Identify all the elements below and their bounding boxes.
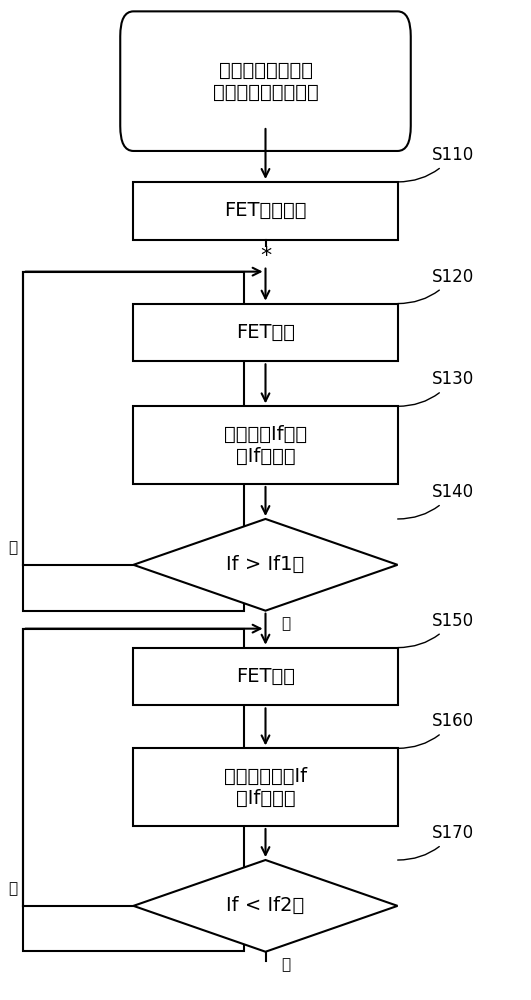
Text: If > If1？: If > If1？: [226, 555, 305, 574]
Bar: [133, 304, 398, 361]
Bar: [22, 629, 244, 951]
FancyBboxPatch shape: [120, 11, 411, 151]
Text: FET导通: FET导通: [236, 323, 295, 342]
Text: S160: S160: [398, 712, 474, 748]
Text: 制动电流控制处理
（驱动开关：断开）: 制动电流控制处理 （驱动开关：断开）: [212, 61, 319, 102]
Polygon shape: [133, 860, 398, 952]
Bar: [133, 648, 398, 705]
Bar: [22, 272, 244, 611]
Text: S150: S150: [398, 612, 474, 648]
Text: 是: 是: [281, 957, 290, 972]
Text: S140: S140: [398, 483, 474, 519]
Text: S120: S120: [398, 268, 474, 304]
Text: FET截止: FET截止: [236, 667, 295, 686]
Bar: [133, 748, 398, 826]
Text: FET导通准备: FET导通准备: [224, 201, 307, 220]
Text: *: *: [260, 246, 271, 266]
Text: 制动电流If检测
（If增加）: 制动电流If检测 （If增加）: [224, 425, 307, 466]
Polygon shape: [133, 519, 398, 611]
Text: 否: 否: [8, 881, 17, 896]
Text: S130: S130: [398, 370, 474, 406]
Text: 检测制动电流If
（If减少）: 检测制动电流If （If减少）: [224, 767, 307, 808]
Text: If < If2？: If < If2？: [226, 896, 305, 915]
Bar: [133, 182, 398, 240]
Text: 是: 是: [281, 616, 290, 631]
Text: S170: S170: [398, 824, 474, 860]
Bar: [133, 406, 398, 484]
Text: S110: S110: [398, 146, 474, 182]
Text: 否: 否: [8, 540, 17, 555]
